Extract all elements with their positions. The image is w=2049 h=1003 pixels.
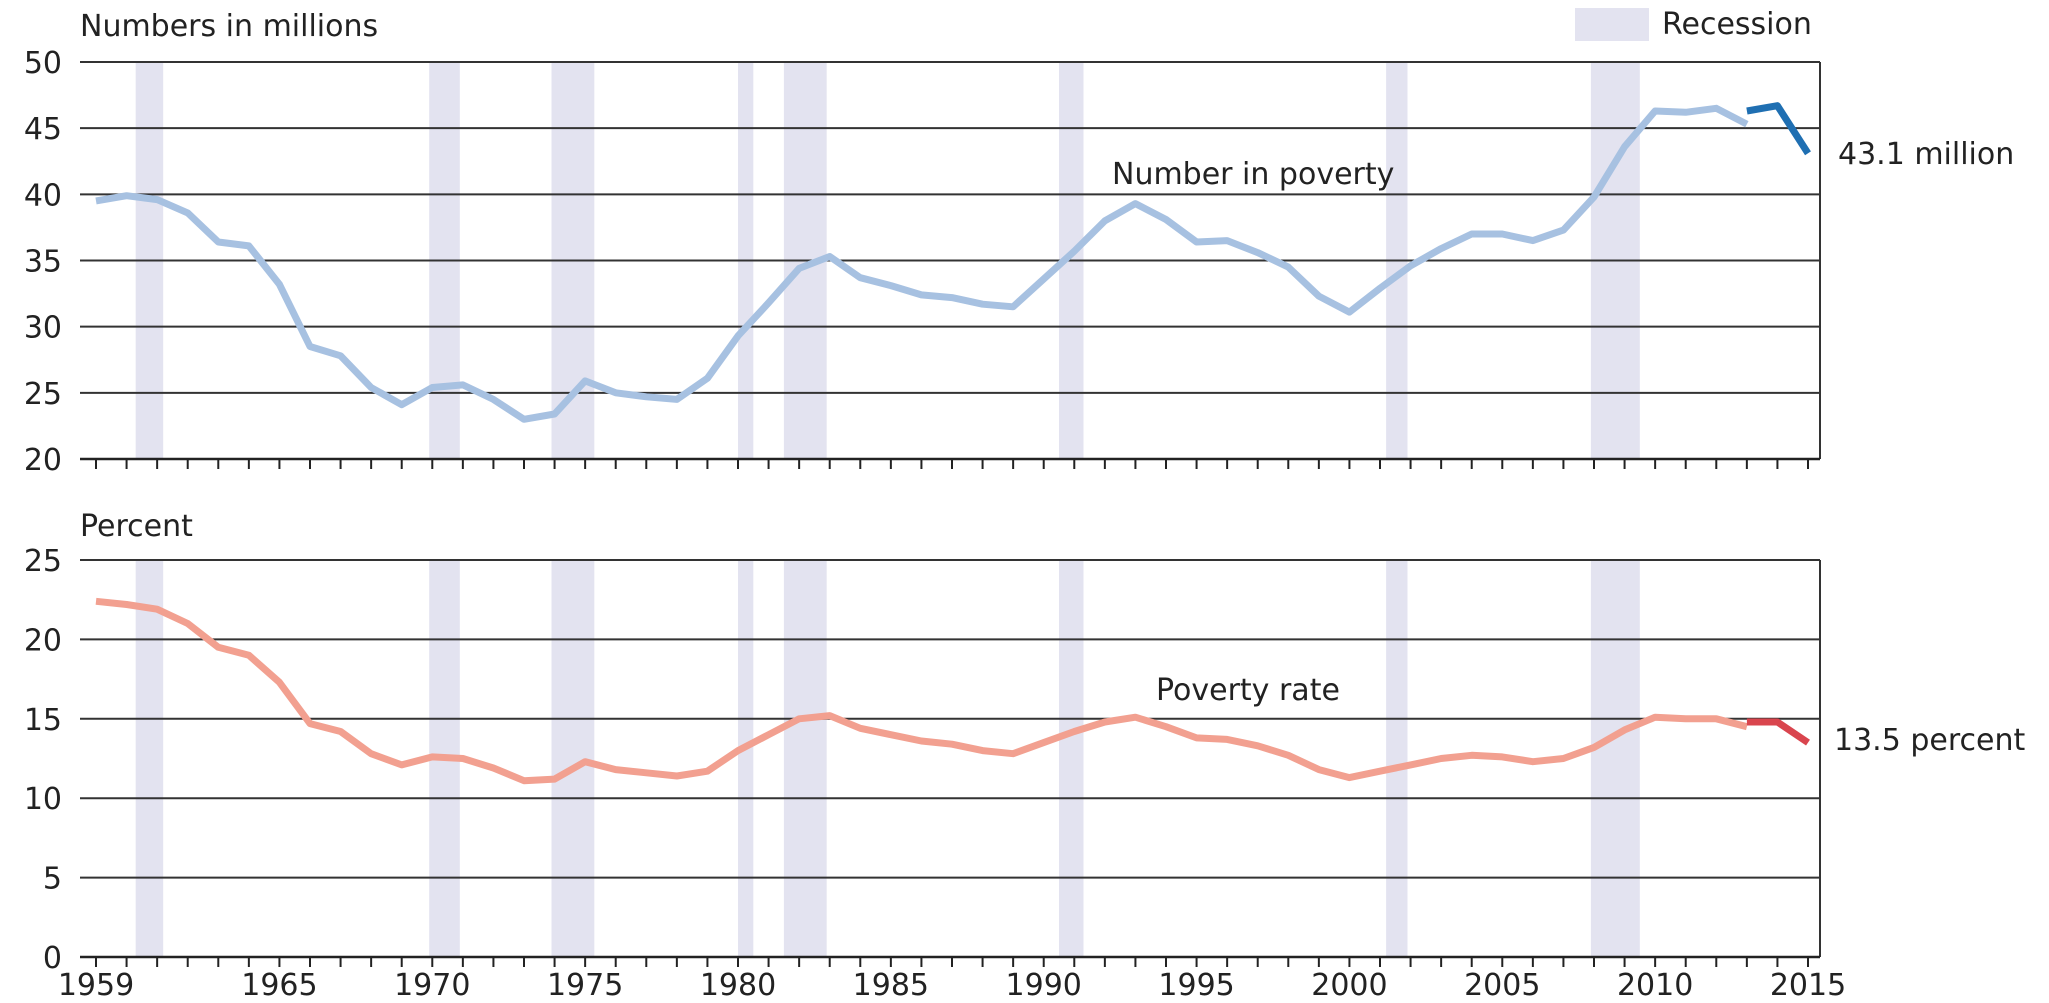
- top-chart-y-ticks: 20 25 30 35 40 45 50: [24, 46, 62, 478]
- bottom-chart-recession-bands: [135, 560, 1640, 957]
- x-tick-label: 1975: [547, 968, 623, 1003]
- y-tick-label: 5: [43, 862, 62, 897]
- legend-recession-swatch: [1575, 8, 1649, 41]
- y-tick-label: 40: [24, 178, 62, 213]
- top-chart-gridlines: [80, 61, 1821, 461]
- recession-band-5: [783, 560, 827, 957]
- number-in-poverty-chart: Numbers in millions 20 25 30 35 40 45 50 Numbe…: [24, 9, 2014, 478]
- poverty-rate-annotation: Poverty rate: [1156, 673, 1340, 708]
- recession-band-7: [1386, 560, 1408, 957]
- recession-band-6: [1059, 560, 1084, 957]
- x-tick-label: 2005: [1464, 968, 1540, 1003]
- poverty-rate-end-label: 13.5 percent: [1834, 723, 2025, 758]
- bottom-chart-y-axis-label: Percent: [80, 509, 193, 544]
- x-tick-label: 1965: [241, 968, 317, 1003]
- legend: Recession: [1575, 7, 1812, 42]
- y-tick-label: 35: [24, 245, 62, 280]
- x-tick-label: 2000: [1311, 968, 1387, 1003]
- recession-band-4: [738, 560, 754, 957]
- x-tick-label: 1959: [58, 968, 134, 1003]
- top-chart-y-axis-label: Numbers in millions: [80, 9, 378, 44]
- y-tick-label: 25: [24, 544, 62, 579]
- x-tick-label: 1980: [700, 968, 776, 1003]
- y-tick-label: 25: [24, 377, 62, 412]
- x-tick-label: 1995: [1158, 968, 1234, 1003]
- y-tick-label: 30: [24, 311, 62, 346]
- series-line-2: [1746, 102, 1811, 156]
- series-line-1: [95, 597, 1748, 785]
- recession-band-3: [551, 560, 595, 957]
- x-tick-label: 2015: [1770, 968, 1846, 1003]
- y-tick-label: 20: [24, 443, 62, 478]
- x-tick-label: 1970: [394, 968, 470, 1003]
- y-tick-label: 15: [24, 703, 62, 738]
- bottom-chart-series: [95, 597, 1810, 785]
- bottom-chart-x-ticks: 1959 1965 1970 1975 1980 1985 1990 1995 2000 2005…: [58, 957, 1846, 1003]
- y-tick-label: 0: [43, 941, 62, 976]
- recession-band-1: [135, 560, 164, 957]
- y-tick-label: 50: [24, 46, 62, 81]
- bottom-chart-gridlines: [80, 559, 1821, 959]
- top-chart-series: [95, 102, 1811, 423]
- number-in-poverty-annotation: Number in poverty: [1112, 157, 1394, 192]
- y-tick-label: 10: [24, 782, 62, 817]
- bottom-chart-y-ticks: 0 5 10 15 20 25: [24, 544, 62, 976]
- y-tick-label: 45: [24, 112, 62, 147]
- top-chart-x-ticks: [95, 459, 1809, 469]
- x-tick-label: 1990: [1006, 968, 1082, 1003]
- x-tick-label: 2010: [1617, 968, 1693, 1003]
- series-line-2: [1746, 718, 1810, 746]
- x-tick-label: 1985: [853, 968, 929, 1003]
- series-line-1: [95, 104, 1749, 423]
- recession-band-8: [1590, 560, 1640, 957]
- y-tick-label: 20: [24, 623, 62, 658]
- number-in-poverty-end-label: 43.1 million: [1838, 137, 2014, 172]
- legend-recession-label: Recession: [1662, 7, 1812, 42]
